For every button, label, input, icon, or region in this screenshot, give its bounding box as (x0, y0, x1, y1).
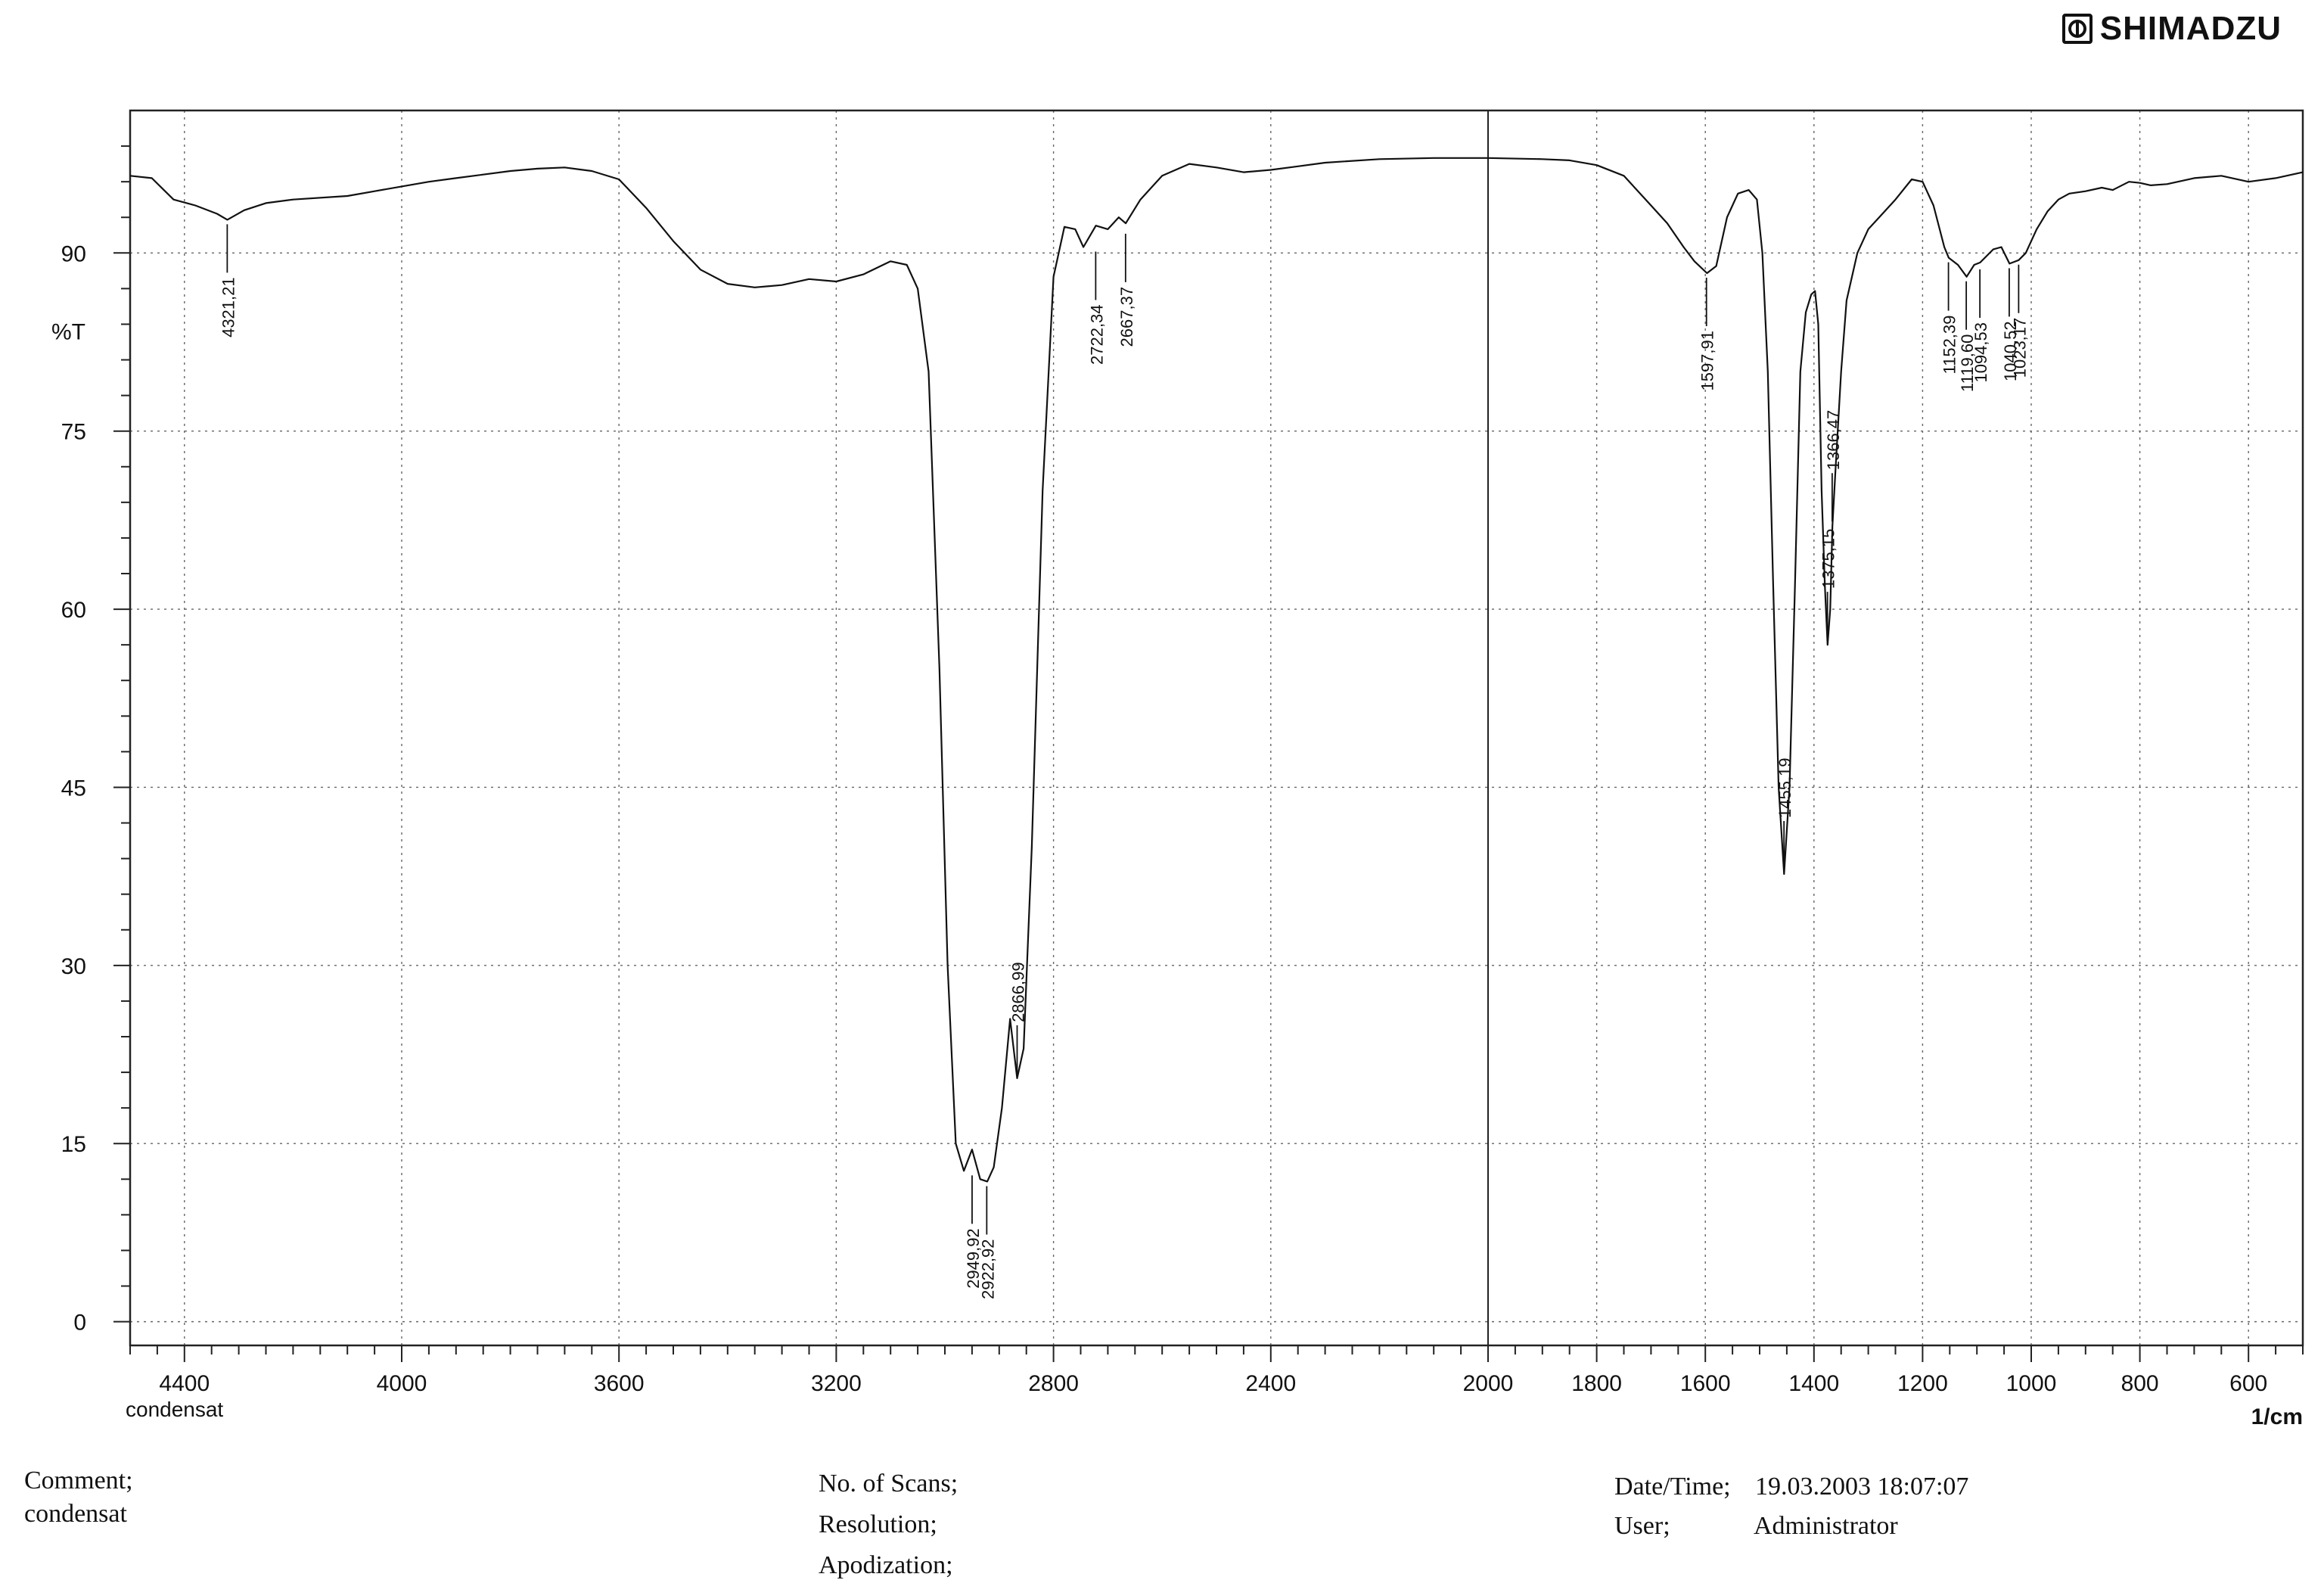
resolution-label: Resolution; (819, 1510, 937, 1538)
shimadzu-mark-icon (2061, 14, 2093, 44)
peak-label: 1023,17 (2010, 318, 2029, 378)
peak-label: 1094,53 (1971, 322, 1990, 383)
x-tick-label: 1800 (1571, 1371, 1622, 1396)
axes (113, 109, 2304, 1362)
comment-label: Comment; (24, 1466, 133, 1494)
user-value: Administrator (1754, 1512, 1898, 1540)
axis-labels: 4400 4000 3600 3200 2800 2400 2000 1800 1600 1400… (51, 241, 2303, 1429)
y-tick-label: 0 (73, 1311, 86, 1336)
peak-label: 2667,37 (1117, 287, 1136, 347)
comment-value: condensat (24, 1500, 127, 1528)
x-tick-label: 600 (2229, 1371, 2267, 1396)
apodization-label: Apodization; (819, 1551, 953, 1579)
x-tick-label: 1600 (1680, 1371, 1731, 1396)
y-tick-label: 75 (61, 420, 86, 445)
x-tick-label: 2000 (1463, 1371, 1514, 1396)
datetime-label: Date/Time; (1614, 1473, 1731, 1501)
peak-label: 4321,21 (219, 277, 238, 337)
x-tick-label: 4400 (159, 1371, 210, 1396)
y-axis-label: %T (51, 319, 85, 344)
y-tick-label: 45 (61, 776, 86, 801)
x-tick-label: 1000 (2006, 1371, 2057, 1396)
peak-label: 1040,52 (2001, 321, 2020, 381)
x-axis-label: 1/cm (2251, 1404, 2303, 1429)
grid (130, 110, 2303, 1345)
user-label: User; (1614, 1512, 1670, 1540)
peak-label: 1375,15 (1819, 529, 1838, 589)
series (129, 157, 2304, 1183)
peak-label: 1455,19 (1776, 757, 1794, 818)
peak-label: 2949,92 (964, 1228, 983, 1289)
peak-label: 1597,91 (1698, 331, 1717, 391)
spectrum-line (129, 157, 2304, 1183)
x-tick-label: 3200 (811, 1371, 862, 1396)
y-tick-label: 90 (61, 241, 86, 266)
x-tick-label: 800 (2121, 1371, 2159, 1396)
x-tick-label: 4000 (377, 1371, 427, 1396)
peak-label: 2922,92 (978, 1239, 997, 1299)
x-tick-label: 2400 (1245, 1371, 1296, 1396)
datetime-value: 19.03.2003 18:07:07 (1755, 1473, 1969, 1501)
x-tick-label: 1200 (1897, 1371, 1948, 1396)
peak-label: 2866,99 (1009, 962, 1028, 1022)
shimadzu-logo: SHIMADZU (2061, 8, 2282, 50)
sample-label: condensat (126, 1398, 223, 1421)
x-tick-label: 1400 (1788, 1371, 1839, 1396)
y-tick-label: 60 (61, 598, 86, 623)
scans-label: No. of Scans; (819, 1470, 958, 1498)
peak-label: 2722,34 (1087, 304, 1106, 365)
y-tick-label: 15 (61, 1132, 86, 1157)
x-tick-label: 2800 (1028, 1371, 1079, 1396)
x-tick-label: 3600 (594, 1371, 645, 1396)
brand-name: SHIMADZU (2099, 10, 2282, 47)
plot-frame (129, 109, 2304, 1347)
peak-label: 1152,39 (1940, 316, 1959, 375)
y-tick-label: 30 (61, 954, 86, 979)
peak-label: 1119,60 (1958, 334, 1977, 392)
peak-label: 1366,47 (1824, 410, 1843, 471)
